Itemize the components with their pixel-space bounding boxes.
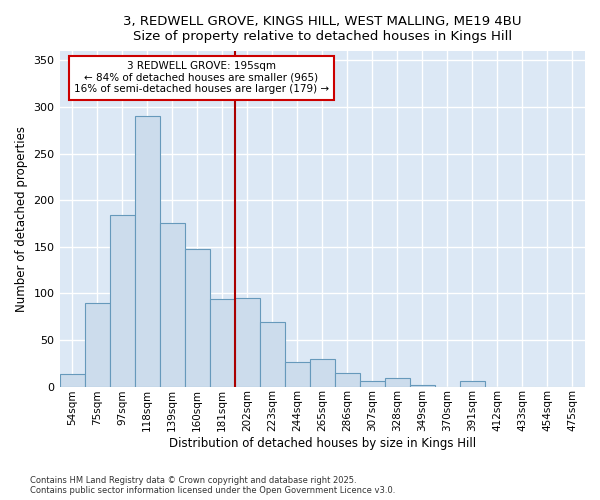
- Text: 3 REDWELL GROVE: 195sqm
← 84% of detached houses are smaller (965)
16% of semi-d: 3 REDWELL GROVE: 195sqm ← 84% of detache…: [74, 61, 329, 94]
- Bar: [310, 358, 335, 386]
- Bar: [360, 381, 385, 386]
- Bar: [335, 374, 360, 386]
- Bar: [285, 362, 310, 386]
- Bar: [59, 374, 85, 386]
- Text: Contains HM Land Registry data © Crown copyright and database right 2025.
Contai: Contains HM Land Registry data © Crown c…: [30, 476, 395, 495]
- Bar: [134, 116, 160, 386]
- Bar: [410, 384, 435, 386]
- Bar: [85, 302, 110, 386]
- Bar: [209, 299, 235, 386]
- Y-axis label: Number of detached properties: Number of detached properties: [15, 126, 28, 312]
- Bar: [235, 298, 260, 386]
- Bar: [460, 381, 485, 386]
- X-axis label: Distribution of detached houses by size in Kings Hill: Distribution of detached houses by size …: [169, 437, 476, 450]
- Bar: [385, 378, 410, 386]
- Bar: [160, 222, 185, 386]
- Bar: [260, 322, 285, 386]
- Bar: [185, 248, 209, 386]
- Title: 3, REDWELL GROVE, KINGS HILL, WEST MALLING, ME19 4BU
Size of property relative t: 3, REDWELL GROVE, KINGS HILL, WEST MALLI…: [123, 15, 521, 43]
- Bar: [110, 215, 134, 386]
